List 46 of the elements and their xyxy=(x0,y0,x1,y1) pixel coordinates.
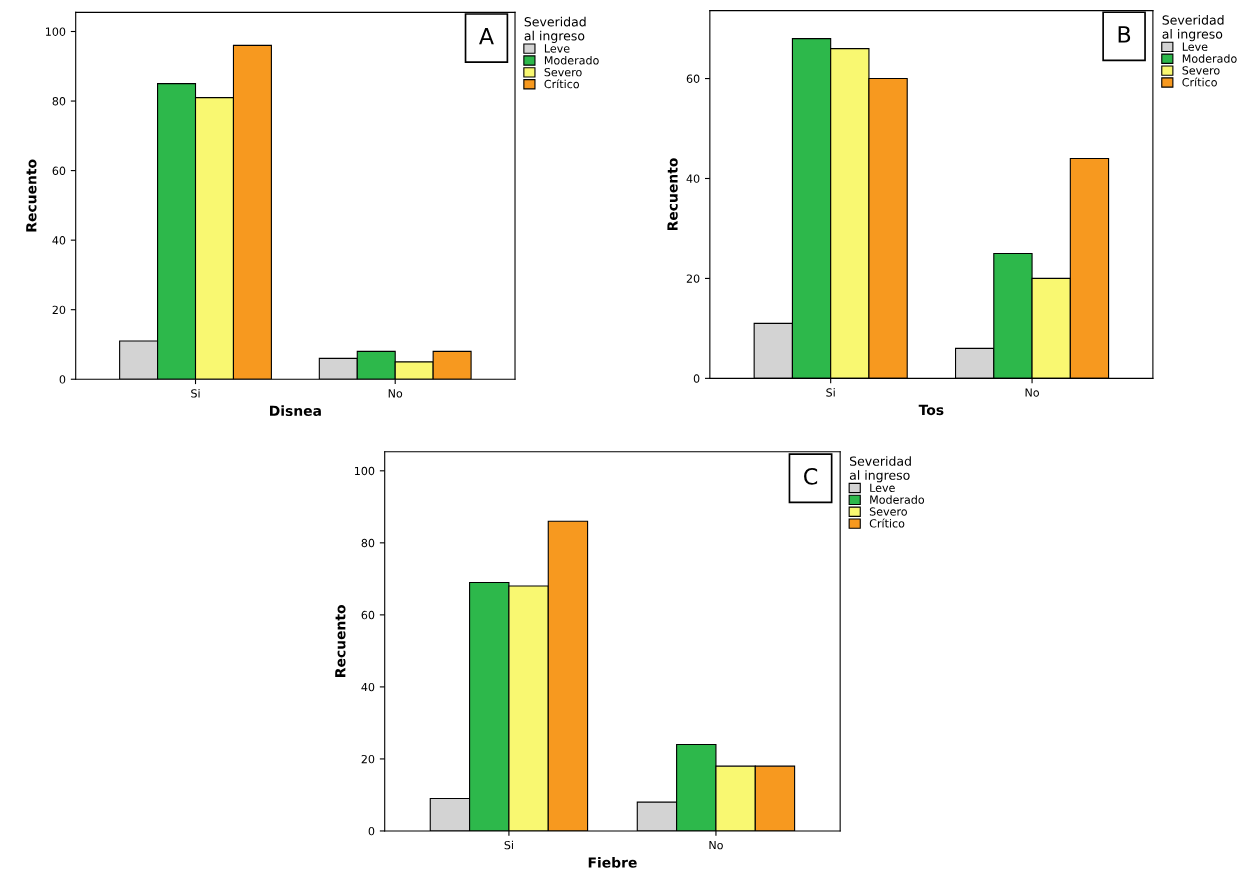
x-tick-label: Si xyxy=(504,840,513,850)
y-tick-label: 40 xyxy=(52,236,66,245)
legend-label: Leve xyxy=(544,44,570,53)
y-tick-label: 20 xyxy=(52,305,66,315)
legend-label: Severo xyxy=(544,67,582,77)
y-tick-label: 0 xyxy=(693,374,700,383)
annotation: C xyxy=(804,467,818,485)
y-tick-label: 60 xyxy=(361,610,375,620)
y-tick-label: 100 xyxy=(45,27,66,36)
y-tick-label: 100 xyxy=(355,466,375,476)
legend-label: Crítico xyxy=(1182,77,1217,87)
legend-label: Moderado xyxy=(544,55,599,65)
y-tick-label: 60 xyxy=(686,74,700,83)
y-tick-label: 20 xyxy=(686,274,700,283)
x-tick-label: No xyxy=(709,841,723,850)
x-tick-label: No xyxy=(388,389,403,398)
legend-label: Moderado xyxy=(1182,54,1237,63)
y-axis-title: Recuento xyxy=(26,159,37,232)
legend-label: Moderado xyxy=(870,495,925,504)
x-tick-label: Si xyxy=(191,388,200,398)
y-tick-label: 0 xyxy=(368,826,375,836)
y-axis-title: Recuento xyxy=(335,605,346,677)
y-tick-label: 0 xyxy=(59,375,66,384)
x-axis-title: Tos xyxy=(918,404,944,416)
x-tick-label: Si xyxy=(826,388,835,397)
legend-label: Severo xyxy=(869,507,907,516)
annotation: B xyxy=(1118,26,1131,43)
x-tick-label: No xyxy=(1025,388,1040,397)
annotation: A xyxy=(479,27,494,45)
legend-title: Severidad al ingreso xyxy=(849,456,911,483)
y-tick-label: 40 xyxy=(686,174,700,183)
x-axis-title: Fiebre xyxy=(588,856,637,868)
y-tick-label: 40 xyxy=(361,682,375,692)
legend-label: Crítico xyxy=(544,79,580,89)
legend-label: Severo xyxy=(1182,66,1220,75)
x-axis-title: Disnea xyxy=(270,405,321,417)
legend-title: Severidad al ingreso xyxy=(524,16,586,43)
legend-label: Crítico xyxy=(869,518,905,528)
legend-label: Leve xyxy=(1182,42,1208,51)
y-axis-title: Recuento xyxy=(667,158,678,231)
y-tick-label: 60 xyxy=(52,166,66,175)
legend-title: Severidad al ingreso xyxy=(1162,15,1224,42)
y-tick-label: 20 xyxy=(361,754,375,764)
legend-label: Leve xyxy=(870,483,895,492)
y-tick-label: 80 xyxy=(361,538,375,548)
y-tick-label: 80 xyxy=(52,97,66,106)
